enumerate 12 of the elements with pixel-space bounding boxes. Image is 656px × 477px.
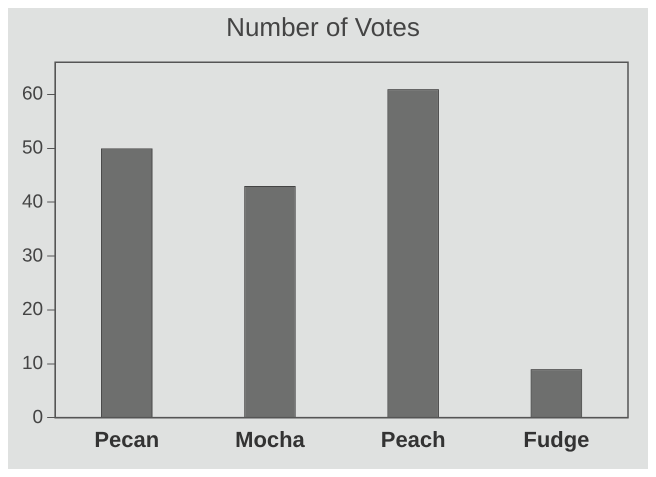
chart-title: Number of Votes: [226, 12, 420, 42]
y-tick-label: 30: [22, 245, 44, 266]
y-tick-label: 10: [22, 352, 44, 374]
x-tick-label: Fudge: [523, 426, 590, 452]
y-tick-label: 0: [32, 406, 44, 428]
x-tick-label: Peach: [380, 426, 446, 452]
y-tick-label: 60: [22, 84, 44, 105]
y-tick-label: 50: [22, 138, 44, 159]
y-tick-label: 40: [22, 191, 44, 212]
x-tick-label: Pecan: [94, 426, 160, 452]
y-tick-label: 20: [22, 299, 44, 320]
x-tick-label: Mocha: [235, 426, 306, 452]
